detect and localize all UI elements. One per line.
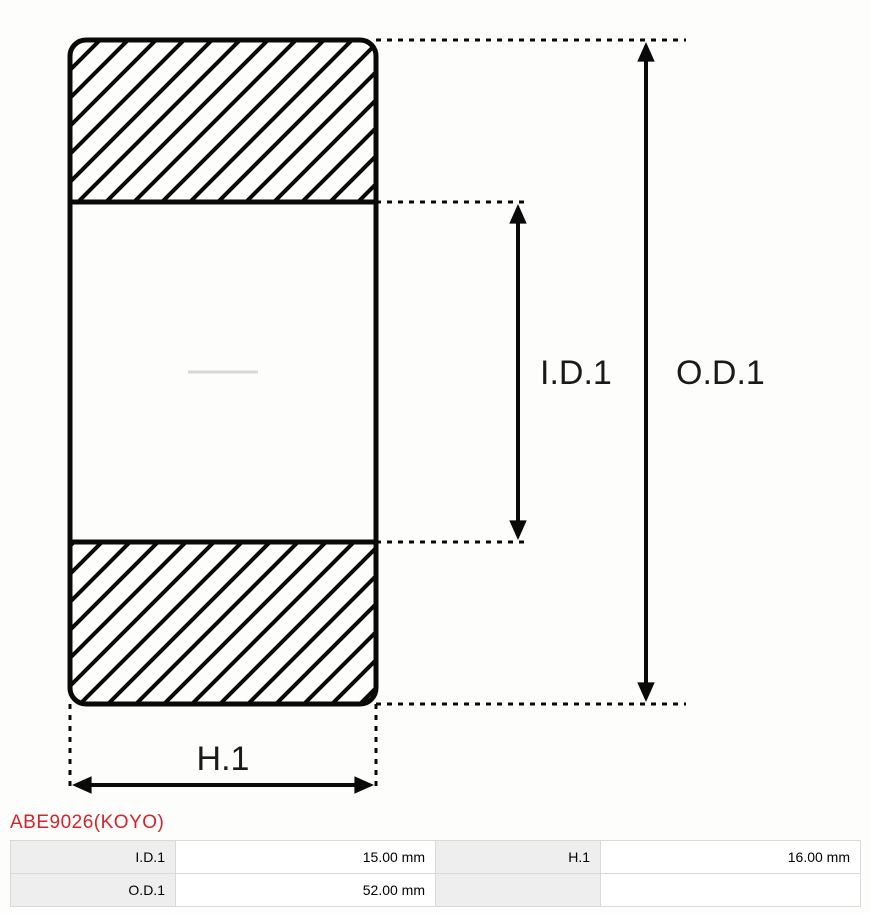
spec-value: 15.00 mm bbox=[176, 841, 436, 874]
spec-row: I.D.115.00 mmH.116.00 mm bbox=[11, 841, 861, 874]
spec-label: O.D.1 bbox=[11, 874, 176, 907]
technical-diagram: O.D.1 I.D.1 H.1 bbox=[0, 0, 871, 810]
spec-label: H.1 bbox=[436, 841, 601, 874]
spec-value bbox=[601, 874, 861, 907]
part-number-title: ABE9026(KOYO) bbox=[10, 812, 164, 834]
label-od1: O.D.1 bbox=[676, 354, 765, 392]
spec-table: I.D.115.00 mmH.116.00 mmO.D.152.00 mm bbox=[10, 840, 861, 907]
spec-label bbox=[436, 874, 601, 907]
label-id1: I.D.1 bbox=[540, 354, 612, 392]
spec-row: O.D.152.00 mm bbox=[11, 874, 861, 907]
spec-value: 16.00 mm bbox=[601, 841, 861, 874]
diagram-svg: O.D.1 I.D.1 H.1 bbox=[0, 0, 871, 810]
label-h1: H.1 bbox=[197, 740, 250, 778]
spec-value: 52.00 mm bbox=[176, 874, 436, 907]
spec-label: I.D.1 bbox=[11, 841, 176, 874]
